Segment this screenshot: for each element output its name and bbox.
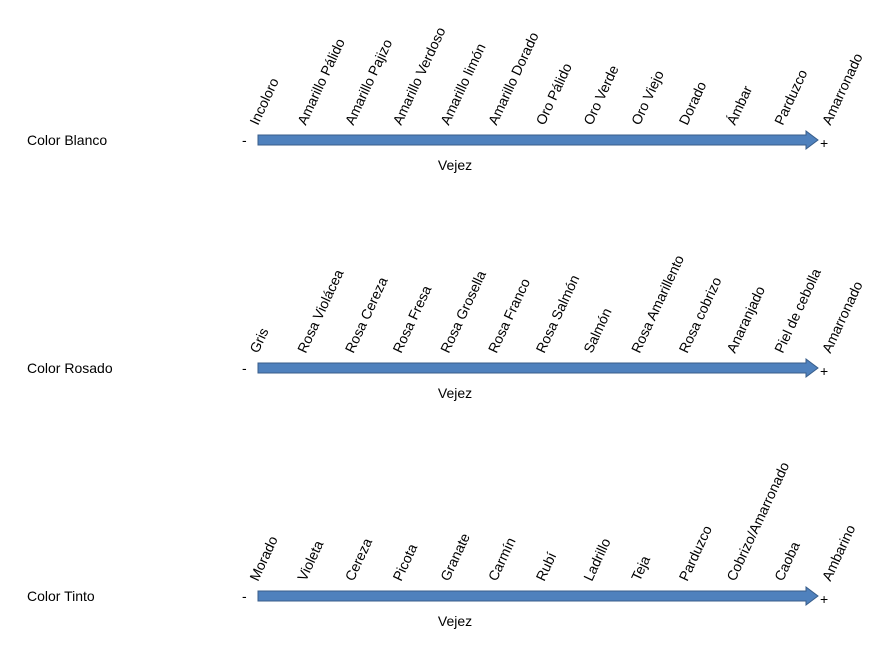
stage-label: Carmín: [485, 535, 519, 583]
minus-sign: -: [242, 132, 247, 148]
stage-label: Rosa Franco: [485, 276, 533, 356]
stage-label: Violeta: [294, 538, 327, 584]
stage-label: Amarillo limón: [437, 41, 489, 127]
stage-label: Rosa cobrizo: [676, 274, 725, 355]
stage-label: Amarillo Pajizo: [342, 36, 396, 127]
plus-sign: +: [820, 591, 828, 607]
plus-sign: +: [820, 135, 828, 151]
stage-label: Morado: [246, 533, 281, 583]
age-arrow: [257, 358, 819, 378]
row-label: Color Blanco: [27, 132, 107, 148]
stage-label: Amarillo Verdoso: [389, 24, 448, 127]
age-arrow: [257, 130, 819, 150]
axis-label: Vejez: [438, 157, 472, 173]
stage-label: Salmón: [580, 305, 615, 355]
stage-label: Amarillo Pálido: [294, 36, 348, 128]
minus-sign: -: [242, 360, 247, 376]
stage-label: Rosa Salmón: [532, 272, 582, 355]
row-label: Color Tinto: [27, 588, 95, 604]
row-label: Color Rosado: [27, 360, 113, 376]
stage-label: Cereza: [342, 535, 376, 583]
stage-label: Amarillo Dorado: [485, 29, 542, 127]
stage-label: Rosa Violácea: [294, 267, 347, 356]
stage-label: Teja: [628, 553, 653, 583]
stage-label: Oro Verde: [580, 62, 622, 127]
stage-label: Caoba: [771, 539, 803, 583]
age-arrow: [257, 586, 819, 606]
stage-label: Rosa Grosella: [437, 268, 489, 355]
stage-label: Amarronado: [819, 278, 866, 355]
axis-label: Vejez: [438, 613, 472, 629]
plus-sign: +: [820, 363, 828, 379]
stage-label: Parduzco: [771, 67, 811, 128]
stage-label: Rosa Amarillento: [628, 252, 687, 355]
minus-sign: -: [242, 588, 247, 604]
stage-label: Rosa Cereza: [342, 274, 391, 355]
stage-label: Rubí: [532, 550, 559, 584]
stage-label: Granate: [437, 530, 473, 583]
stage-label: Picota: [389, 541, 420, 583]
stage-label: Ámbar: [723, 83, 755, 127]
stage-label: Ambarino: [819, 522, 859, 583]
stage-label: Amarronado: [819, 50, 866, 127]
axis-label: Vejez: [438, 385, 472, 401]
stage-label: Piel de cebolla: [771, 266, 824, 355]
stage-label: Rosa Fresa: [389, 283, 434, 356]
color-row: Color Tinto - + Vejez Morado Violeta Cereza Pic…: [27, 459, 859, 629]
stage-label: Ladrillo: [580, 535, 614, 583]
stage-label: Oro Viejo: [628, 68, 667, 128]
stage-label: Dorado: [676, 79, 710, 128]
stage-label: Anaranjado: [723, 283, 768, 355]
stage-label: Gris: [246, 325, 271, 355]
stage-label: Parduzco: [676, 523, 716, 584]
stage-label: Incoloro: [246, 75, 282, 127]
color-row: Color Blanco - + Vejez Incoloro Amarillo Páli…: [27, 24, 866, 173]
stage-label: Oro Pálido: [532, 60, 575, 127]
